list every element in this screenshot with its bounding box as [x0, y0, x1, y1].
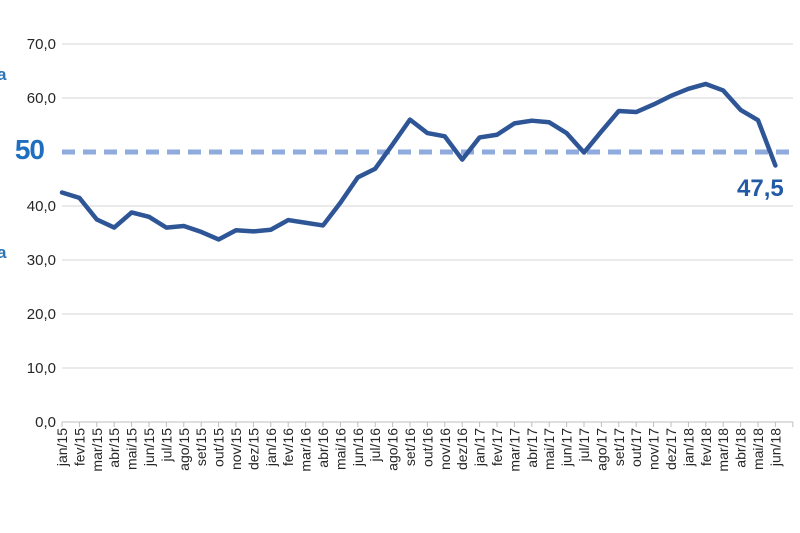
x-axis-label: jul/15 [158, 428, 174, 463]
x-axis-label: jun/17 [559, 428, 575, 467]
x-axis-label: mar/18 [715, 428, 731, 472]
x-axis-label: jan/17 [472, 428, 488, 467]
x-axis-label: fev/18 [698, 428, 714, 466]
x-axis-label: set/17 [611, 428, 627, 466]
x-axis-label: dez/15 [245, 428, 261, 470]
x-axis-label: out/16 [419, 428, 435, 467]
x-axis-label: mai/18 [750, 428, 766, 470]
x-axis-label: fev/17 [489, 428, 505, 466]
left-edge-text-fragment-top: a [0, 65, 7, 84]
x-axis-label: dez/16 [454, 428, 470, 470]
x-axis-label: out/15 [211, 428, 227, 467]
x-axis-label: mar/17 [506, 428, 522, 472]
x-axis-label: dez/17 [663, 428, 679, 470]
y-axis-label: 70,0 [27, 36, 56, 53]
reference-line-50-label: 50 [14, 134, 45, 165]
left-edge-text-fragment-mid: a [0, 243, 7, 262]
series-line [59, 81, 778, 242]
y-axis-label: 10,0 [27, 360, 56, 377]
x-axis-label: ago/17 [593, 428, 609, 471]
x-axis-label: nov/16 [437, 428, 453, 470]
y-axis-label: 60,0 [27, 90, 56, 107]
x-axis-label: abr/16 [315, 428, 331, 468]
x-axis-label: jun/15 [141, 428, 157, 467]
x-axis-label: fev/16 [280, 428, 296, 466]
x-axis-label: mai/17 [541, 428, 557, 470]
y-axis-label: 20,0 [27, 306, 56, 323]
y-axis-label: 40,0 [27, 198, 56, 215]
x-axis-label: abr/18 [733, 428, 749, 468]
y-axis-label: 30,0 [27, 252, 56, 269]
y-axis-label: 0,0 [35, 414, 56, 431]
x-axis-label: mar/16 [298, 428, 314, 472]
x-axis-label: out/17 [628, 428, 644, 467]
x-axis-label: jul/17 [576, 428, 592, 463]
x-axis-label: ago/15 [176, 428, 192, 471]
x-axis-label: mai/16 [332, 428, 348, 470]
x-axis-label: jan/18 [680, 428, 696, 467]
x-axis-label: jun/16 [350, 428, 366, 467]
x-axis-label: ago/16 [385, 428, 401, 471]
x-axis-label: set/16 [402, 428, 418, 466]
x-axis-label: jan/16 [263, 428, 279, 467]
x-axis-label: jun/18 [767, 428, 783, 467]
x-axis-label: abr/15 [106, 428, 122, 468]
x-axis-label: nov/15 [228, 428, 244, 470]
x-axis-label: mai/15 [124, 428, 140, 470]
x-axis-label: nov/17 [646, 428, 662, 470]
x-axis-label: mar/15 [89, 428, 105, 472]
x-axis-label: jul/16 [367, 428, 383, 463]
x-axis-label: fev/15 [71, 428, 87, 466]
x-axis-label: set/15 [193, 428, 209, 466]
x-axis-label: jan/15 [54, 428, 70, 467]
last-point-value-label: 47,5 [737, 175, 784, 202]
x-axis-label: abr/17 [524, 428, 540, 468]
